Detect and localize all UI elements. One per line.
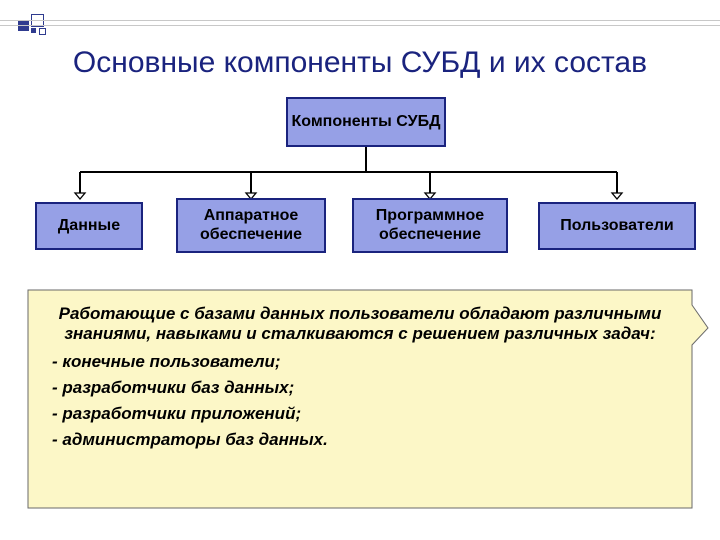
callout-item: - разработчики приложений; bbox=[52, 404, 668, 424]
callout-lead-text: Работающие с базами данных пользователи … bbox=[52, 304, 668, 344]
callout-item: - конечные пользователи; bbox=[52, 352, 668, 372]
callout-item: - администраторы баз данных. bbox=[52, 430, 668, 450]
callout-body: Работающие с базами данных пользователи … bbox=[28, 290, 692, 508]
callout-item: - разработчики баз данных; bbox=[52, 378, 668, 398]
